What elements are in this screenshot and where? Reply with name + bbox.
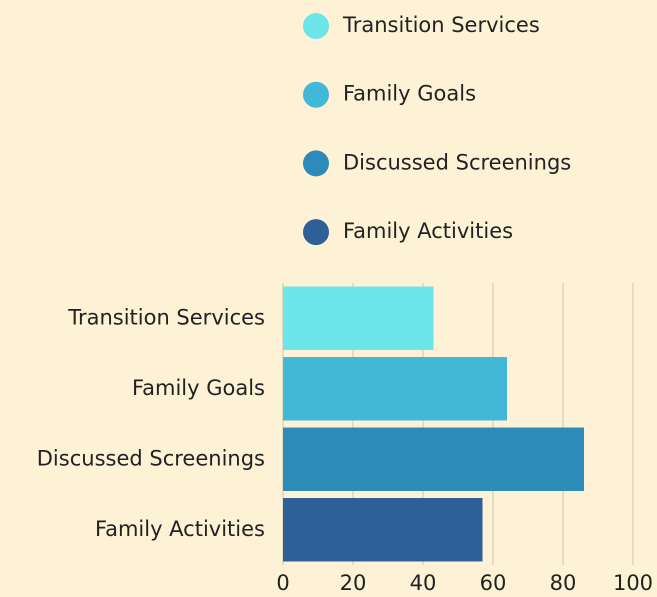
legend-swatch [303, 219, 329, 246]
y-tick-label: Family Activities [95, 517, 265, 541]
legend-label: Transition Services [342, 13, 540, 37]
y-tick-label: Transition Services [67, 305, 265, 329]
bar [283, 498, 483, 562]
legend-swatch [303, 81, 329, 108]
x-tick-label: 80 [550, 571, 577, 595]
bar [283, 286, 434, 350]
legend-label: Discussed Screenings [343, 150, 571, 174]
legend-swatch [303, 150, 329, 177]
x-tick-label: 100 [613, 571, 653, 595]
x-tick-label: 60 [480, 571, 507, 595]
y-tick-label: Family Goals [132, 376, 265, 400]
x-tick-label: 40 [410, 571, 437, 595]
bar [283, 357, 507, 421]
bar [283, 427, 584, 491]
legend-swatch [303, 13, 329, 39]
x-tick-label: 20 [340, 571, 367, 595]
y-tick-label: Discussed Screenings [37, 446, 265, 470]
legend-label: Family Activities [343, 219, 513, 243]
legend-label: Family Goals [343, 82, 476, 106]
x-tick-label: 0 [276, 571, 289, 595]
